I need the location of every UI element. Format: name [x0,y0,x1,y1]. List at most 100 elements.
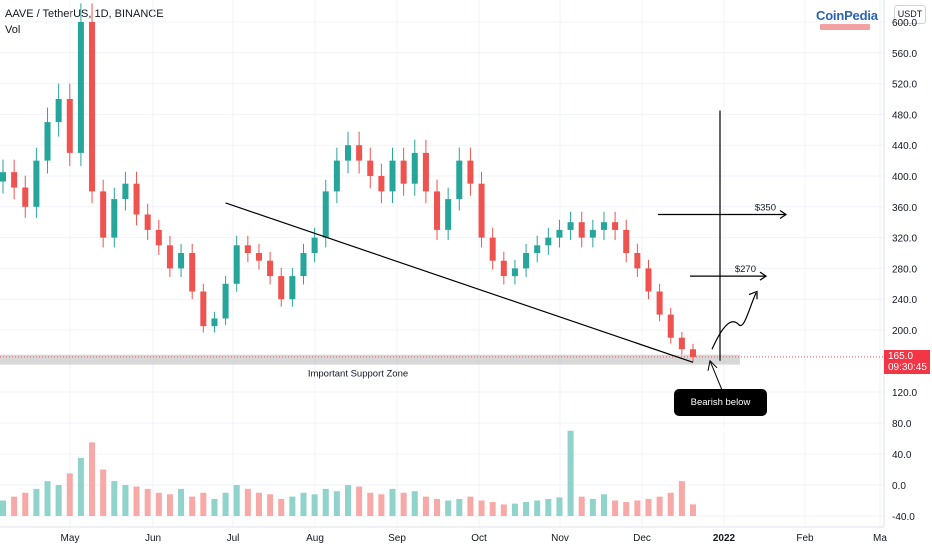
volume-bar [689,504,697,516]
falling-wedge-support-line [225,202,694,363]
volume-bar [0,500,7,516]
candle-body [623,229,630,253]
time-tick-label: 2022 [713,533,736,544]
support-zone-label: Important Support Zone [308,369,408,380]
candle-body [589,229,596,238]
candle-body [422,152,429,192]
candle-body [300,253,307,277]
price-tick-label: 320.0 [892,234,917,245]
candle-body [523,253,530,269]
candle-body [133,183,140,215]
target-270-arrowhead [759,271,768,281]
candle-body [311,237,318,253]
candle-body [411,152,418,184]
projection-curve [711,292,757,350]
candle-body [111,199,118,238]
candle-body [11,172,18,188]
logo-text: CoinPedia [816,8,878,23]
volume-tick-label: 40.0 [892,450,912,461]
projection-arrowhead [748,290,758,300]
volume-bar [244,488,251,516]
volume-bar [378,494,385,516]
price-tick-label: 520.0 [892,80,917,91]
volume-bar [300,492,307,516]
time-tick-label: Feb [796,533,814,544]
candle-body [55,99,62,123]
volume-bar [22,492,29,516]
volume-bar [255,492,262,516]
candle-body [467,160,474,184]
candle-body [222,283,229,319]
candle-body [434,191,441,230]
price-tick-label: 440.0 [892,141,917,152]
volume-bar [166,494,173,516]
candle-body [278,276,285,300]
volume-label: Vol [5,24,21,36]
candle-body [600,222,607,230]
candle-body [255,253,262,261]
target-270-label: $270 [735,264,756,275]
candle-body [389,160,396,192]
callout-pointer [709,360,723,391]
candle-body [634,253,641,269]
chart-title: AAVE / TetherUS, 1D, BINANCE [5,8,164,20]
price-tick-label: 400.0 [892,172,917,183]
volume-bar [211,498,218,516]
volume-bar [155,492,162,516]
volume-tick-label: 0.0 [892,481,906,492]
candle-body [667,314,674,338]
bearish-callout: Bearish below support [674,389,767,435]
volume-bar [200,492,207,516]
volume-bar [89,442,96,516]
candle-body [155,229,162,246]
volume-bar [233,485,240,516]
time-tick-label: Nov [551,533,569,544]
volume-bar [600,494,607,516]
time-tick-label: Jul [227,533,240,544]
volume-bar [567,430,574,516]
volume-bar [311,494,318,516]
time-tick-label: Jun [145,533,161,544]
target-350-arrowhead [779,210,788,219]
volume-bar [678,481,685,516]
candle-body [445,199,452,230]
candle-body [100,191,107,238]
volume-bar [222,492,229,516]
candle-body [233,245,240,284]
volume-bar [556,497,563,516]
candle-body [66,99,73,153]
volume-bar [389,488,396,516]
volume-bar [289,496,296,516]
volume-bar [489,502,496,516]
candle-body [244,245,251,253]
volume-bar [634,500,641,516]
volume-bar [11,496,18,516]
candle-body [356,145,363,161]
candle-body [33,160,40,207]
volume-bar [189,496,196,516]
volume-bar [100,469,107,516]
volume-bar [511,503,518,516]
candle-body [267,260,274,277]
volume-bar [178,488,185,516]
volume-bar [612,500,619,516]
currency-button[interactable]: USDT [894,5,926,24]
candle-body [511,268,518,277]
volume-bar [545,498,552,516]
volume-bar [66,473,73,516]
candle-body [645,268,652,292]
volume-tick-label: 80.0 [892,419,912,430]
candle-body [77,22,84,153]
volume-bar [578,496,585,516]
volume-bar [623,502,630,516]
time-tick-label: Aug [306,533,324,544]
price-tick-label: 200.0 [892,326,917,337]
candle-body [0,172,7,182]
candle-body [400,160,407,184]
callout-pointer-head [707,359,718,371]
candle-body [534,245,541,253]
volume-bar [344,485,352,516]
candle-countdown: 09:30:45 [888,361,927,373]
volume-bar [456,498,463,516]
